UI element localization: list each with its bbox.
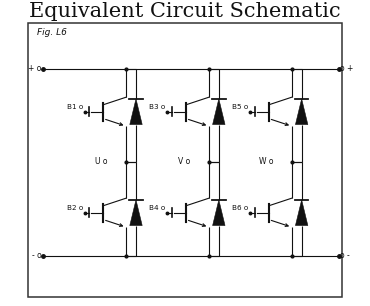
Text: Equivalent Circuit Schematic: Equivalent Circuit Schematic <box>29 2 341 21</box>
Text: U o: U o <box>95 157 107 166</box>
Text: + o: + o <box>28 64 42 73</box>
Polygon shape <box>130 99 142 125</box>
Text: B6 o: B6 o <box>232 205 249 211</box>
Bar <box>28 23 342 297</box>
Text: B3 o: B3 o <box>149 104 166 110</box>
Text: - o: - o <box>32 251 42 260</box>
Polygon shape <box>295 200 308 226</box>
Text: W o: W o <box>259 157 273 166</box>
Text: Fig. L6: Fig. L6 <box>37 28 67 37</box>
Polygon shape <box>213 99 225 125</box>
Text: B2 o: B2 o <box>67 205 83 211</box>
Text: o -: o - <box>340 251 350 260</box>
Polygon shape <box>130 200 142 226</box>
Polygon shape <box>213 200 225 226</box>
Polygon shape <box>295 99 308 125</box>
Text: o +: o + <box>340 64 354 73</box>
Text: V o: V o <box>178 157 190 166</box>
Text: B4 o: B4 o <box>149 205 166 211</box>
Text: B1 o: B1 o <box>67 104 83 110</box>
Text: B5 o: B5 o <box>232 104 249 110</box>
